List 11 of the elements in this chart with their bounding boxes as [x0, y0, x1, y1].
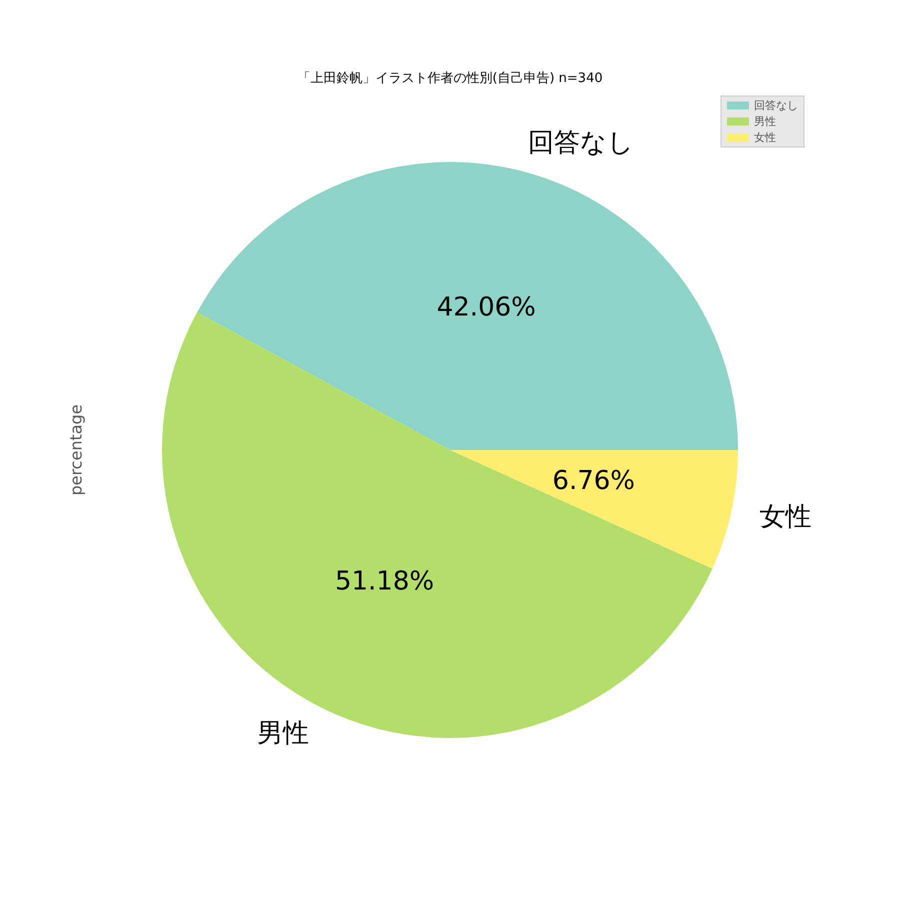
data-label: 42.06% — [436, 292, 536, 323]
chart-title: 「上田鈴帆」イラスト作者の性別(自己申告) n=340 — [297, 71, 603, 86]
slice-label: 男性 — [256, 718, 309, 749]
data-label: 51.18% — [334, 566, 434, 597]
text: percentage — [66, 404, 86, 496]
legend-label: 女性 — [754, 131, 776, 144]
slice-label: 女性 — [760, 502, 812, 532]
legend-label: 男性 — [754, 115, 776, 128]
slice-label: 回答なし — [528, 128, 634, 158]
data-label: 6.76% — [552, 466, 635, 496]
legend-label: 回答なし — [754, 99, 798, 112]
